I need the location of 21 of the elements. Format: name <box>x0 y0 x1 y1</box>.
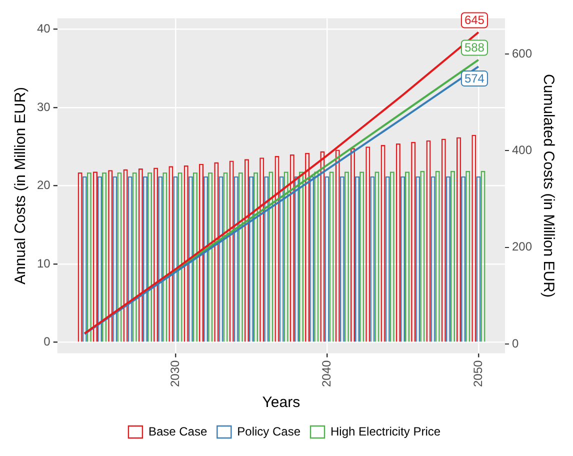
legend-label: Policy Case <box>237 424 301 438</box>
y-tick-label: 10 <box>36 256 51 270</box>
legend-label: Base Case <box>148 424 208 438</box>
legend-label: High Electricity Price <box>330 424 441 438</box>
x-tick-label: 2040 <box>319 360 334 388</box>
y-tick-label: 20 <box>36 178 51 192</box>
y-tick-label: 30 <box>36 100 51 114</box>
y-tick-label: 40 <box>36 21 51 36</box>
data-label: 588 <box>464 40 485 55</box>
y-axis-title: Annual Costs (in Million EUR) <box>12 86 30 285</box>
y2-tick-label: 400 <box>512 143 532 158</box>
y2-tick-label: 0 <box>512 336 519 350</box>
y2-tick-label: 200 <box>512 240 532 254</box>
y2-axis-title: Cumulated Costs (in Million EUR) <box>540 74 557 298</box>
y-tick-label: 0 <box>44 334 51 349</box>
data-label: 645 <box>464 13 485 28</box>
y2-tick-label: 600 <box>512 46 532 60</box>
x-tick-label: 2050 <box>470 360 485 388</box>
data-label: 574 <box>464 71 485 86</box>
x-axis-title: Years <box>262 394 300 412</box>
x-tick-label: 2030 <box>168 360 182 388</box>
